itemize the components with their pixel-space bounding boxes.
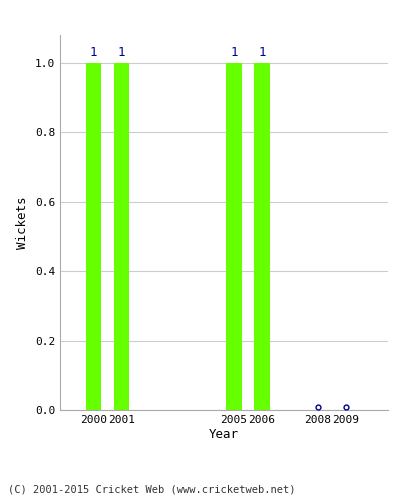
Bar [114,63,129,410]
Bar [226,63,242,410]
Y-axis label: Wickets: Wickets [16,196,29,248]
Text: 1: 1 [230,46,238,60]
Bar [254,63,270,410]
Text: 1: 1 [90,46,97,60]
Text: 1: 1 [118,46,126,60]
X-axis label: Year: Year [209,428,239,440]
Text: 1: 1 [258,46,266,60]
Bar [86,63,101,410]
Text: (C) 2001-2015 Cricket Web (www.cricketweb.net): (C) 2001-2015 Cricket Web (www.cricketwe… [8,485,296,495]
